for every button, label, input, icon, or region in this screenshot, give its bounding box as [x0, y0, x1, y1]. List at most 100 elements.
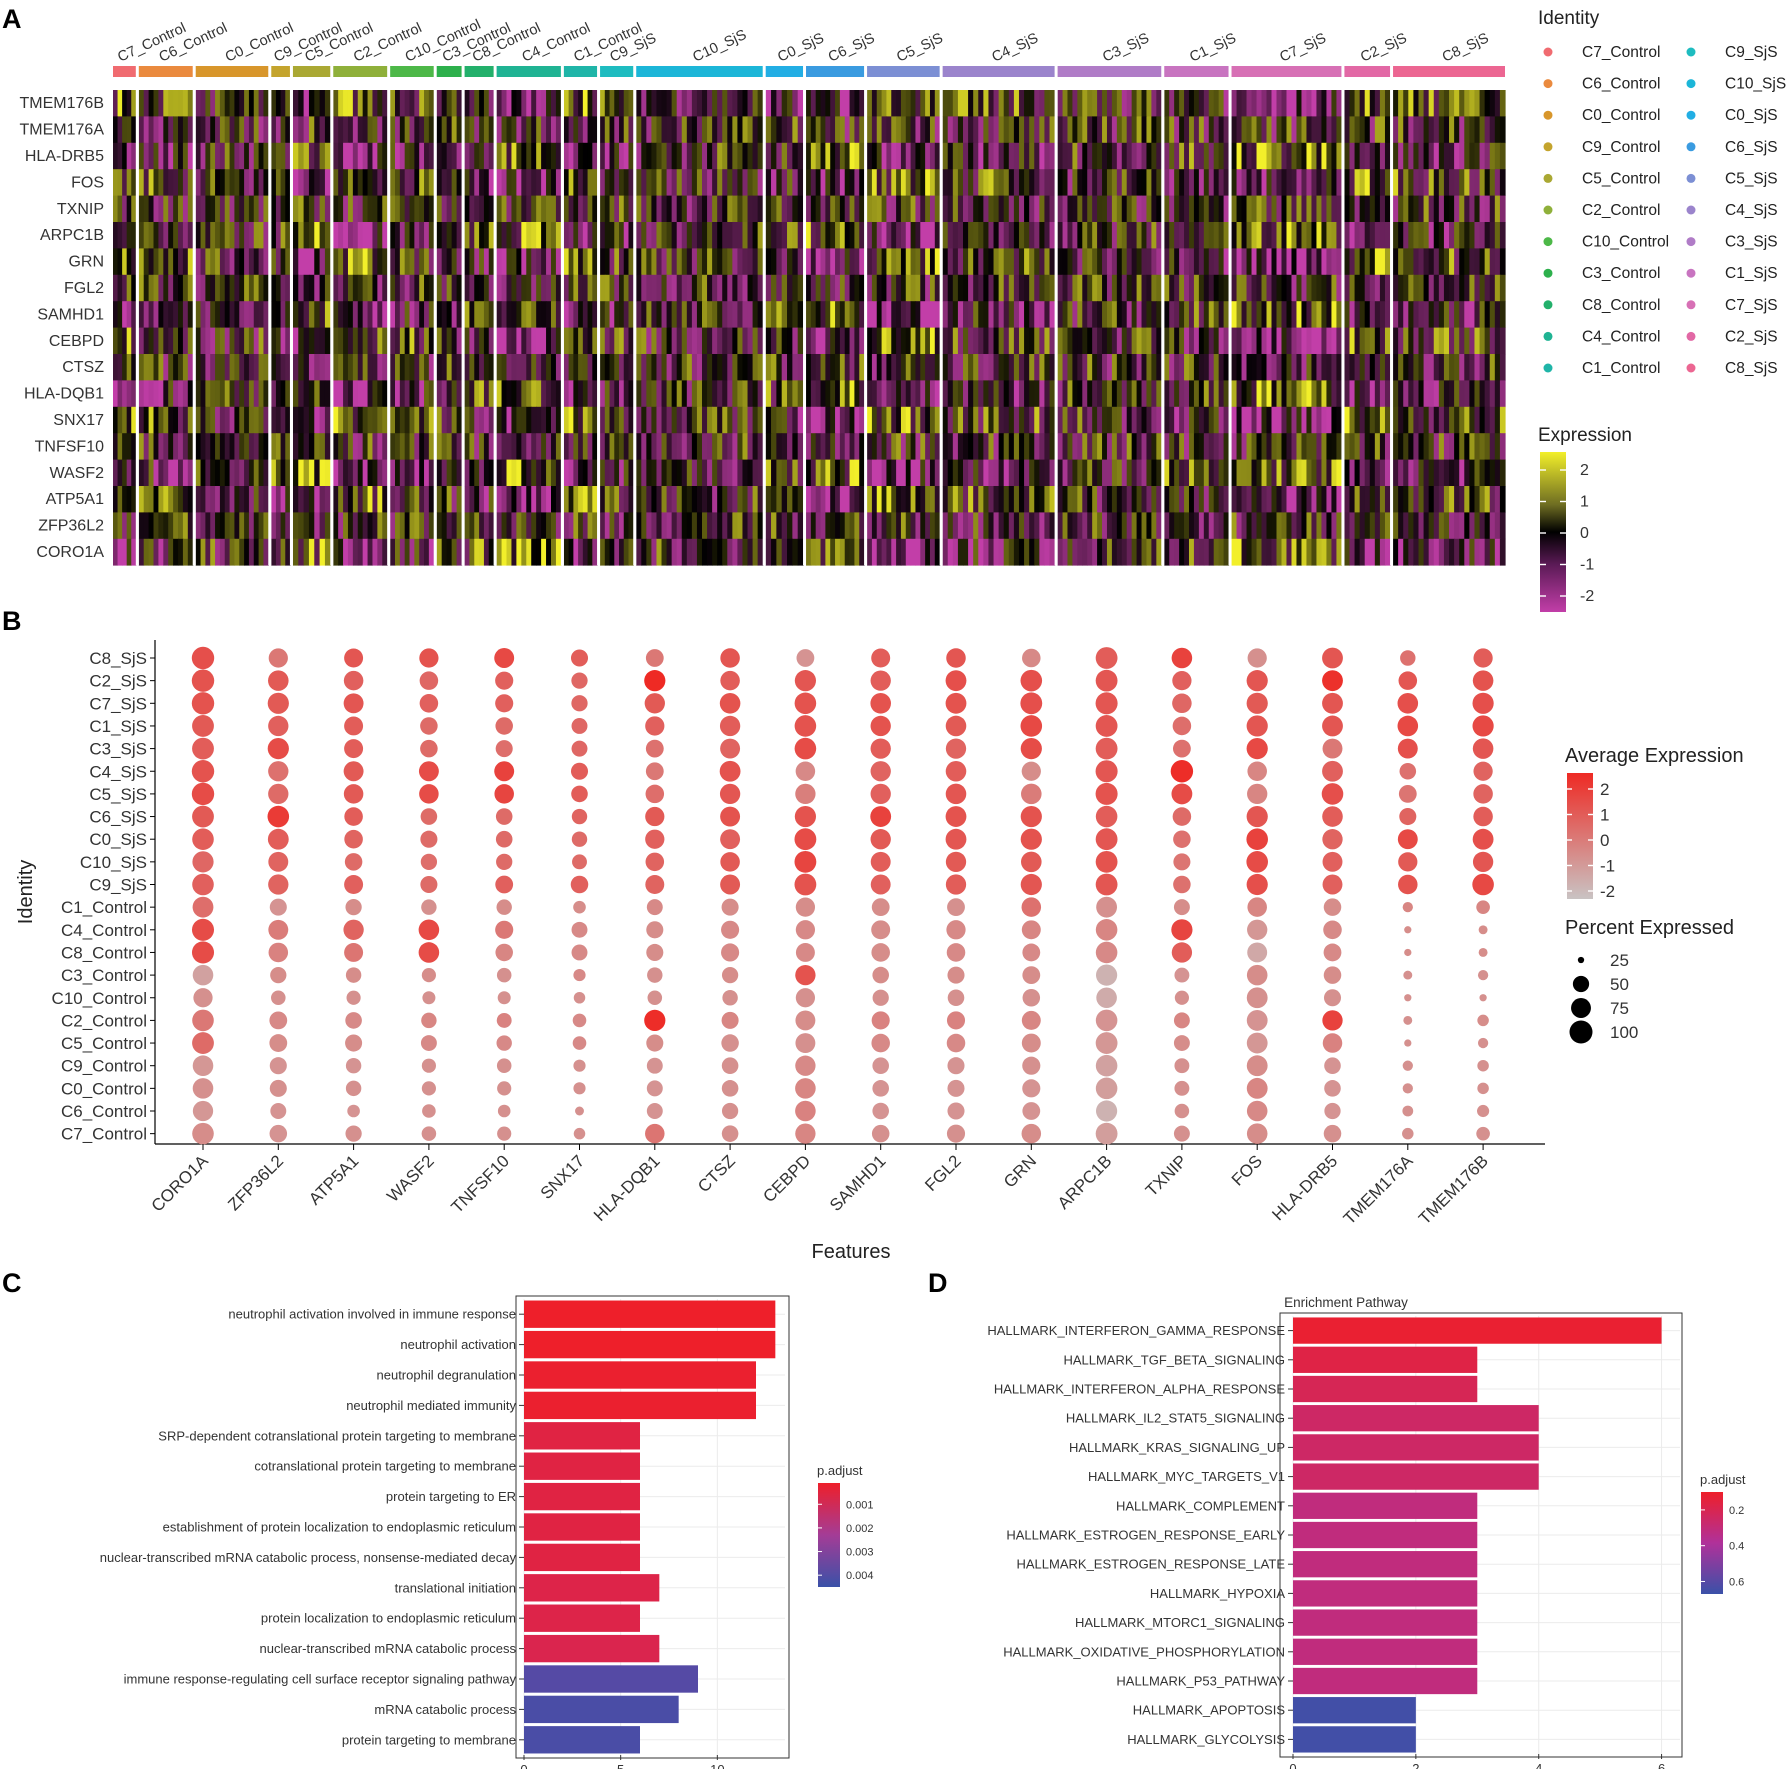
heatmap-cell	[229, 116, 236, 144]
heatmap-cell	[1049, 380, 1056, 408]
heatmap-cell	[1344, 142, 1351, 170]
heatmap-cell	[636, 459, 642, 487]
heatmap-cell	[205, 222, 211, 249]
heatmap-cell	[998, 512, 1005, 540]
heatmap-cell	[1029, 116, 1035, 144]
heatmap-cell	[641, 486, 647, 513]
heatmap-cell	[1449, 274, 1455, 302]
heatmap-cell	[925, 90, 931, 117]
heatmap-cell	[1301, 301, 1308, 328]
heatmap-cell	[303, 116, 310, 144]
heatmap-cell	[839, 116, 846, 144]
heatmap-cell	[446, 538, 453, 566]
heatmap-cell	[646, 142, 653, 170]
heatmap-cell	[771, 142, 777, 170]
heatmap-cell	[925, 459, 931, 487]
heatmap-cell	[488, 169, 495, 196]
heatmap-cell	[752, 301, 759, 328]
heatmap-cell	[1126, 274, 1133, 302]
heatmap-cell	[244, 486, 250, 513]
heatmap-cell	[1408, 512, 1414, 540]
heatmap-cell	[409, 512, 415, 540]
heatmap-cell	[280, 406, 286, 434]
heatmap-cell	[1349, 380, 1356, 408]
heatmap-cell	[666, 327, 673, 355]
heatmap-cell	[1003, 512, 1010, 540]
heatmap-cell	[1013, 486, 1020, 513]
heatmap-cell	[717, 433, 723, 460]
heatmap-cell	[1121, 222, 1128, 249]
cluster-bar-c3_control	[436, 66, 462, 77]
heatmap-cell	[1261, 486, 1268, 513]
heatmap-cell	[182, 169, 189, 196]
heatmap-cell	[978, 380, 984, 408]
heatmap-cell	[1326, 406, 1333, 434]
heatmap-cell	[1077, 195, 1083, 223]
heatmap-cell	[1164, 433, 1170, 460]
heatmap-cell	[1331, 274, 1338, 302]
heatmap-cell	[859, 327, 865, 355]
heatmap-cell	[122, 301, 128, 328]
heatmap-cell	[1213, 406, 1220, 434]
heatmap-cell	[308, 406, 315, 434]
heatmap-cell	[1231, 195, 1238, 223]
heatmap-cell	[600, 354, 606, 381]
heatmap-cell	[1296, 459, 1303, 487]
heatmap-cell	[1266, 195, 1273, 223]
heatmap-cell	[1141, 538, 1148, 566]
heatmap-cell	[117, 512, 123, 540]
heatmap-cell	[1271, 274, 1278, 302]
heatmap-cell	[876, 354, 883, 381]
heatmap-cell	[1266, 512, 1273, 540]
heatmap-cell	[1121, 512, 1128, 540]
heatmap-cell	[1223, 380, 1230, 408]
heatmap-cell	[1469, 354, 1476, 381]
heatmap-cell	[436, 486, 443, 513]
heatmap-cell	[737, 222, 744, 249]
heatmap-cell	[1428, 433, 1435, 460]
identity-legend-label: C8_SjS	[1725, 360, 1778, 377]
heatmap-cell	[1077, 116, 1083, 144]
heatmap-cell	[947, 195, 954, 223]
heatmap-cell	[1218, 538, 1225, 566]
heatmap-cell	[867, 486, 873, 513]
heatmap-cell	[1136, 222, 1143, 249]
heatmap-cell	[1131, 116, 1138, 144]
heatmap-cell	[1077, 486, 1083, 513]
heatmap-cell	[163, 433, 169, 460]
heatmap-cell	[776, 433, 783, 460]
heatmap-cell	[1251, 116, 1258, 144]
heatmap-cell	[1374, 116, 1381, 144]
heatmap-cell	[1179, 327, 1185, 355]
heatmap-cell	[1374, 433, 1381, 460]
heatmap-cell	[993, 433, 1000, 460]
heatmap-cell	[501, 406, 508, 434]
expression-tick-label: 2	[1580, 462, 1589, 479]
heatmap-cell	[1146, 512, 1152, 540]
heatmap-cell	[1169, 301, 1175, 328]
heatmap-cell	[178, 354, 184, 381]
heatmap-cell	[619, 433, 625, 460]
heatmap-cell	[464, 459, 471, 487]
heatmap-cell	[1198, 301, 1205, 328]
heatmap-cell	[319, 433, 326, 460]
heatmap-cell	[168, 512, 174, 540]
heatmap-cell	[1433, 433, 1440, 460]
heatmap-cell	[308, 380, 315, 408]
heatmap-cell	[1141, 248, 1148, 276]
heatmap-cell	[896, 301, 902, 328]
heatmap-cell	[271, 433, 277, 460]
heatmap-cell	[1464, 248, 1470, 276]
heatmap-cell	[178, 380, 184, 408]
heatmap-cell	[1156, 486, 1162, 513]
heatmap-cell	[623, 222, 630, 249]
heatmap-cell	[1276, 274, 1283, 302]
heatmap-cell	[737, 512, 744, 540]
heatmap-cell	[815, 327, 822, 355]
heatmap-cell	[676, 301, 683, 328]
heatmap-cell	[1286, 195, 1293, 223]
heatmap-cell	[886, 538, 892, 566]
heatmap-cell	[910, 512, 917, 540]
heatmap-cell	[830, 354, 836, 381]
heatmap-cell	[1203, 142, 1210, 170]
